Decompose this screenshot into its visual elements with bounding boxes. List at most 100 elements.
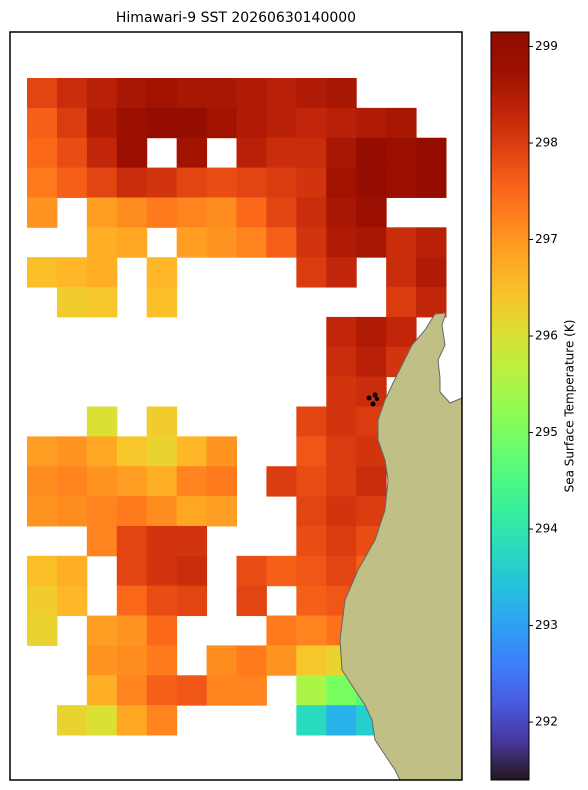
- sst-cell: [146, 406, 178, 437]
- colorbar-tick-label: 296: [535, 329, 558, 343]
- sst-cell: [116, 227, 148, 258]
- sst-cell: [27, 167, 58, 198]
- sst-cell: [356, 137, 387, 169]
- sst-cell: [266, 137, 297, 169]
- sst-cell: [27, 137, 58, 169]
- sst-cell: [146, 78, 178, 109]
- sst-cell: [116, 645, 148, 676]
- map-frame: [9, 31, 463, 781]
- sst-cell: [146, 257, 178, 288]
- sst-cell: [236, 197, 267, 228]
- sst-cell: [86, 197, 118, 228]
- sst-cell: [266, 197, 297, 228]
- sst-cell: [116, 496, 148, 527]
- sst-cell: [296, 496, 327, 527]
- sst-cell: [176, 585, 208, 617]
- sst-cell: [326, 227, 357, 258]
- sst-cell: [326, 346, 357, 378]
- sst-cell: [116, 197, 148, 228]
- sst-cell: [326, 525, 357, 557]
- sst-cell: [386, 316, 417, 348]
- sst-cell: [86, 107, 118, 139]
- station-markers: [366, 392, 379, 407]
- sst-cell: [146, 615, 178, 646]
- sst-cell: [146, 645, 178, 676]
- sst-cell: [326, 555, 357, 587]
- sst-cell: [176, 107, 208, 139]
- sst-cell: [27, 436, 58, 467]
- sst-cell: [146, 705, 178, 736]
- sst-cell: [236, 645, 267, 676]
- sst-cell: [86, 645, 118, 676]
- sst-cell: [326, 137, 357, 169]
- sst-cell: [386, 287, 417, 318]
- sst-cell: [356, 227, 387, 258]
- sst-cell: [206, 466, 237, 497]
- sst-cell: [296, 585, 327, 617]
- sst-cell: [266, 227, 297, 258]
- sst-cell: [146, 585, 178, 617]
- sst-cell: [206, 645, 237, 676]
- sst-cell: [236, 137, 267, 169]
- sst-cell: [86, 137, 118, 169]
- sst-cell: [176, 675, 208, 706]
- sst-cell: [296, 197, 327, 228]
- sst-cell: [296, 615, 327, 646]
- sst-cell: [266, 615, 297, 646]
- sst-cell: [326, 406, 357, 437]
- sst-cell: [236, 107, 267, 139]
- sst-cell: [176, 525, 208, 557]
- sst-cell: [236, 227, 267, 258]
- sst-cell: [356, 466, 387, 497]
- colorbar-tick-label: 292: [535, 715, 558, 729]
- sst-cell: [56, 555, 88, 587]
- sst-cell: [86, 78, 118, 109]
- sst-cell: [86, 167, 118, 198]
- sst-cell: [56, 436, 88, 467]
- sst-cell: [116, 137, 148, 169]
- sst-cell: [27, 197, 58, 228]
- sst-cell: [27, 496, 58, 527]
- sst-cell: [176, 555, 208, 587]
- colorbar-tick-label: 295: [535, 425, 558, 439]
- sst-cell: [296, 107, 327, 139]
- sst-cell: [296, 525, 327, 557]
- sst-cell: [56, 585, 88, 617]
- sst-cell: [146, 107, 178, 139]
- sst-cell: [236, 675, 267, 706]
- sst-cell: [236, 555, 267, 587]
- sst-cell: [176, 78, 208, 109]
- sst-cell: [116, 615, 148, 646]
- colorbar-tick-label: 293: [535, 618, 558, 632]
- sst-cell: [326, 705, 357, 736]
- sst-cell: [27, 466, 58, 497]
- sst-cell: [296, 705, 327, 736]
- sst-cell: [86, 675, 118, 706]
- sst-cell: [416, 137, 447, 169]
- sst-cell: [296, 78, 327, 109]
- sst-cell: [146, 436, 178, 467]
- colorbar-tick-label: 297: [535, 232, 558, 246]
- sst-cell: [56, 78, 88, 109]
- sst-cell: [56, 107, 88, 139]
- sst-cell: [146, 466, 178, 497]
- sst-cell: [266, 107, 297, 139]
- sst-cell: [386, 137, 417, 169]
- sst-cell: [86, 227, 118, 258]
- sst-cell: [326, 197, 357, 228]
- colorbar-tick-label: 298: [535, 135, 558, 149]
- sst-cell: [326, 466, 357, 497]
- sst-cell: [146, 496, 178, 527]
- sst-cell: [266, 555, 297, 587]
- sst-cell: [326, 436, 357, 467]
- sst-cell: [27, 257, 58, 288]
- sst-cell: [56, 496, 88, 527]
- sst-cell: [176, 436, 208, 467]
- sst-cell: [27, 615, 58, 646]
- sst-cell: [86, 615, 118, 646]
- sst-cell: [176, 167, 208, 198]
- sst-cell: [116, 585, 148, 617]
- sst-cell: [296, 227, 327, 258]
- sst-cell: [266, 167, 297, 198]
